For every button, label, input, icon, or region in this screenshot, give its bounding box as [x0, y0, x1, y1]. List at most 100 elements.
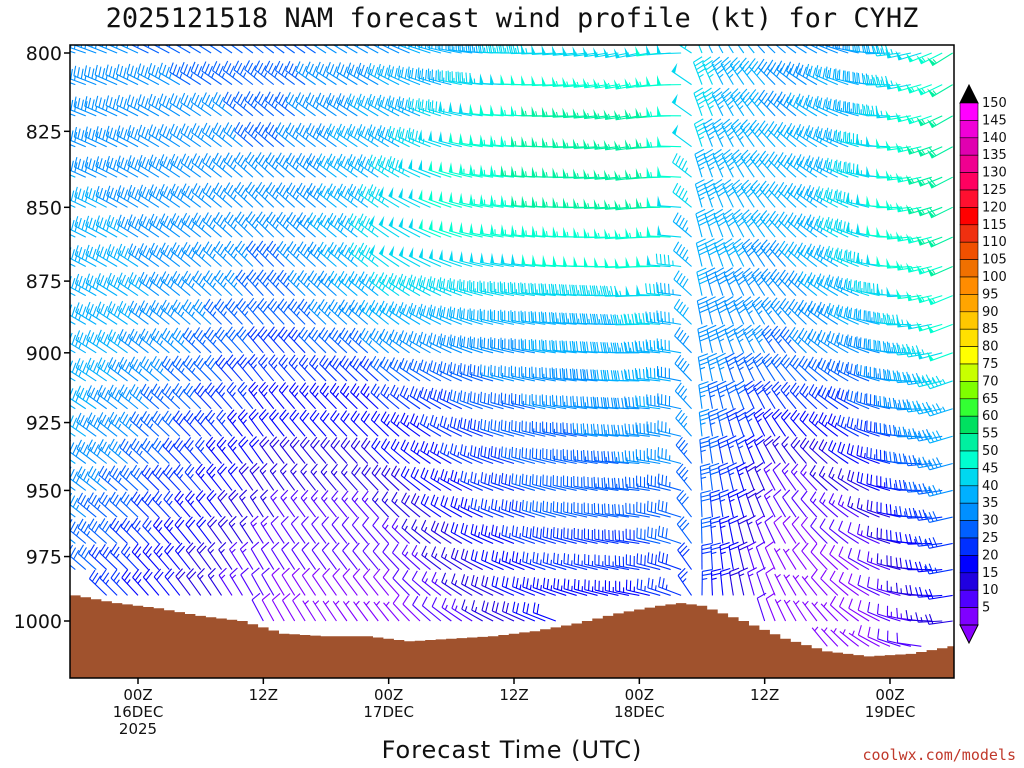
wind-barb — [311, 542, 327, 570]
wind-barb — [194, 409, 212, 437]
wind-barb — [152, 490, 170, 518]
wind-barb — [96, 329, 118, 354]
wind-barb — [765, 567, 776, 596]
wind-barb — [117, 243, 139, 267]
wind-barb — [491, 600, 515, 622]
wind-barb — [127, 184, 149, 208]
wind-barb — [703, 148, 718, 178]
wind-barb — [285, 91, 306, 117]
wind-barb — [367, 93, 389, 117]
wind-barb — [298, 298, 316, 325]
wind-barb — [646, 421, 671, 437]
wind-barb — [119, 465, 139, 491]
wind-barb — [847, 573, 870, 596]
wind-barb — [352, 45, 369, 54]
wind-barb — [265, 91, 285, 117]
legend-swatch — [959, 311, 979, 330]
wind-barb — [469, 336, 494, 354]
wind-barb — [798, 327, 818, 354]
wind-barb — [828, 493, 849, 518]
wind-barb — [530, 282, 556, 297]
wind-barb — [108, 411, 128, 437]
wind-barb — [163, 516, 181, 544]
wind-barb — [430, 468, 452, 491]
wind-barb — [287, 298, 306, 325]
wind-barb — [657, 525, 682, 544]
wind-barb — [77, 492, 97, 518]
wind-barb — [164, 45, 181, 54]
wind-barb — [228, 489, 243, 518]
wind-barb — [783, 574, 797, 596]
wind-barb — [315, 61, 337, 86]
wind-barb — [351, 516, 369, 544]
wind-barb — [635, 449, 661, 465]
wind-barb — [292, 593, 306, 622]
wind-barb — [460, 548, 483, 571]
wind-barb — [819, 492, 839, 518]
wind-barb — [377, 63, 400, 86]
wind-barb — [738, 567, 749, 596]
wind-barb — [410, 493, 431, 518]
wind-barb — [148, 93, 170, 117]
legend-label: 30 — [982, 514, 999, 529]
wind-barb — [162, 437, 181, 464]
wind-barb — [137, 154, 160, 178]
wind-barb — [430, 494, 452, 518]
wind-barb — [70, 82, 76, 86]
wind-barb — [153, 568, 170, 596]
wind-barb — [541, 339, 567, 354]
wind-barb — [392, 594, 410, 622]
wind-barb — [657, 447, 682, 465]
wind-barb — [205, 436, 222, 464]
wind-barb — [118, 329, 139, 354]
wind-barb — [205, 382, 222, 410]
wind-barb — [510, 393, 536, 410]
wind-barb — [266, 240, 285, 267]
wind-barb — [170, 153, 191, 178]
wind-barb — [141, 45, 160, 54]
wind-barb — [711, 87, 726, 117]
wind-barb — [744, 407, 756, 437]
wind-barb — [381, 45, 400, 54]
wind-barb — [171, 327, 191, 354]
wind-barb — [480, 472, 504, 491]
wind-barb — [142, 517, 160, 544]
wind-barb — [697, 353, 710, 382]
wind-barb — [85, 244, 107, 267]
wind-barb — [750, 180, 766, 208]
wind-barb — [914, 483, 943, 495]
wind-barb — [469, 193, 494, 208]
wind-barb — [501, 601, 525, 622]
wind-barb — [267, 326, 285, 354]
wind-barb — [295, 92, 316, 117]
wind-barb — [390, 438, 410, 464]
wind-barb — [70, 99, 86, 117]
wind-barb — [359, 355, 379, 382]
wind-barb — [237, 409, 254, 437]
wind-barb — [647, 552, 671, 571]
wind-barb — [192, 241, 212, 267]
legend-label: 130 — [982, 166, 1007, 181]
wind-barb — [312, 567, 327, 596]
wind-barb — [438, 100, 462, 117]
wind-barb — [380, 438, 400, 464]
wind-barb — [737, 45, 745, 54]
wind-barb — [247, 354, 264, 382]
wind-barb — [377, 155, 400, 178]
wind-barb — [839, 597, 859, 622]
legend-swatch — [959, 468, 979, 487]
wind-barb — [141, 464, 160, 491]
wind-barb — [847, 522, 870, 544]
wind-barb — [268, 381, 285, 410]
wind-barb — [418, 275, 442, 297]
wind-barb — [139, 300, 160, 325]
wind-barb — [773, 515, 787, 544]
wind-barb — [88, 544, 108, 570]
wind-barb — [348, 213, 369, 238]
wind-barb — [332, 45, 348, 54]
wind-barb — [594, 528, 619, 545]
wind-barb — [677, 567, 693, 596]
wind-barb — [657, 473, 682, 491]
wind-barb — [572, 368, 598, 382]
legend-label: 5 — [982, 601, 990, 616]
